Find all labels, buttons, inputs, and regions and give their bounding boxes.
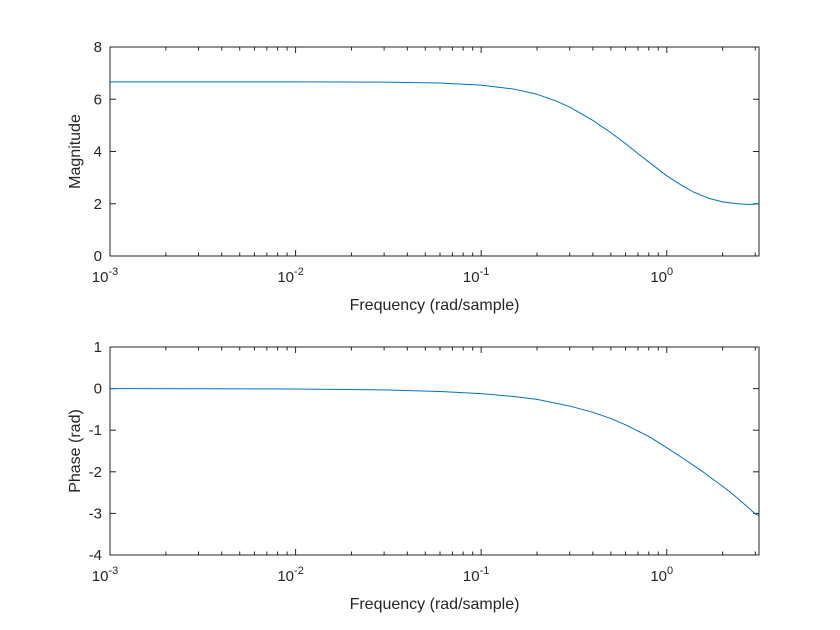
phase-y-tick-label: -3 [89, 505, 102, 522]
magnitude-y-tick-label: 8 [94, 39, 102, 56]
magnitude-y-tick-label: 0 [94, 248, 102, 265]
magnitude-panel: 10-3 10-2 10-1 100 0 2 4 6 8 Frequency (rad/sampl… [67, 39, 760, 314]
magnitude-y-axis-label: Magnitude [67, 114, 84, 189]
phase-y-tick-label: -2 [89, 464, 102, 481]
magnitude-y-tick-label: 4 [94, 144, 102, 161]
magnitude-series-line [110, 81, 760, 206]
magnitude-y-tick-label: 6 [94, 91, 102, 108]
phase-series-line [109, 388, 760, 517]
magnitude-x-tick-label: 100 [650, 266, 673, 286]
phase-y-axis-label: Phase (rad) [67, 409, 84, 493]
phase-x-tick-label: 10-1 [463, 565, 489, 585]
phase-x-tick-label: 10-3 [92, 565, 118, 585]
phase-x-tick-label: 100 [650, 565, 673, 585]
phase-y-tick-label: -4 [89, 547, 102, 564]
magnitude-x-tick-label: 10-3 [92, 266, 118, 286]
phase-x-axis-label: Frequency (rad/sample) [350, 596, 520, 613]
phase-y-tick-label: -1 [89, 422, 102, 439]
phase-axes-box [109, 346, 760, 556]
magnitude-x-tick-label: 10-2 [277, 266, 303, 286]
magnitude-x-axis-label: Frequency (rad/sample) [350, 297, 520, 314]
magnitude-y-tick-label: 2 [94, 196, 102, 213]
magnitude-axes-box [109, 46, 760, 257]
phase-panel: 10-3 10-2 10-1 100 -4 -3 -2 -1 0 1 Frequency (rad/… [67, 339, 760, 613]
phase-y-tick-label: 0 [94, 381, 102, 398]
phase-y-tick-label: 1 [94, 339, 102, 356]
phase-x-tick-label: 10-2 [277, 565, 303, 585]
magnitude-x-tick-label: 10-1 [463, 266, 489, 286]
